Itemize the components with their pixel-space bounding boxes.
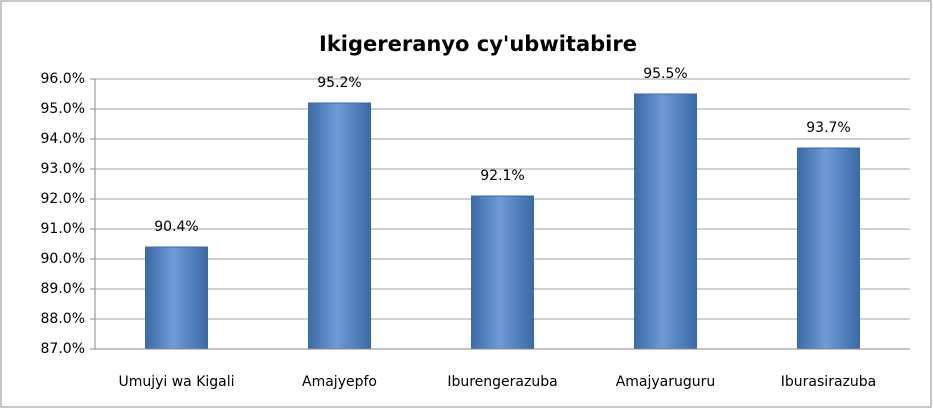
- bar: [308, 102, 371, 350]
- y-tick-label: 94.0%: [41, 131, 85, 147]
- bar: [634, 93, 697, 350]
- bar: [797, 147, 860, 350]
- y-tick-label: 91.0%: [41, 221, 85, 237]
- y-tick-label: 90.0%: [41, 251, 85, 267]
- x-tick-label: Umujyi wa Kigali: [118, 374, 234, 390]
- y-tick-label: 87.0%: [41, 341, 85, 357]
- y-tick-label: 93.0%: [41, 161, 85, 177]
- data-label: 90.4%: [154, 219, 198, 235]
- chart-title: Ikigereranyo cy'ubwitabire: [319, 32, 637, 56]
- bar: [145, 246, 208, 350]
- x-tick-label: Amajyaruguru: [616, 374, 716, 390]
- y-tick-label: 88.0%: [41, 311, 85, 327]
- x-tick-label: Iburengerazuba: [447, 374, 557, 390]
- bar: [471, 195, 534, 350]
- data-label: 93.7%: [806, 120, 850, 136]
- data-label: 95.2%: [317, 75, 361, 91]
- x-tick-label: Amajyepfo: [302, 374, 377, 390]
- x-tick-label: Iburasirazuba: [781, 374, 876, 390]
- y-tick-label: 96.0%: [41, 71, 85, 87]
- data-label: 95.5%: [643, 66, 687, 82]
- y-tick-label: 89.0%: [41, 281, 85, 297]
- y-tick-label: 92.0%: [41, 191, 85, 207]
- data-label: 92.1%: [480, 168, 524, 184]
- y-tick-label: 95.0%: [41, 101, 85, 117]
